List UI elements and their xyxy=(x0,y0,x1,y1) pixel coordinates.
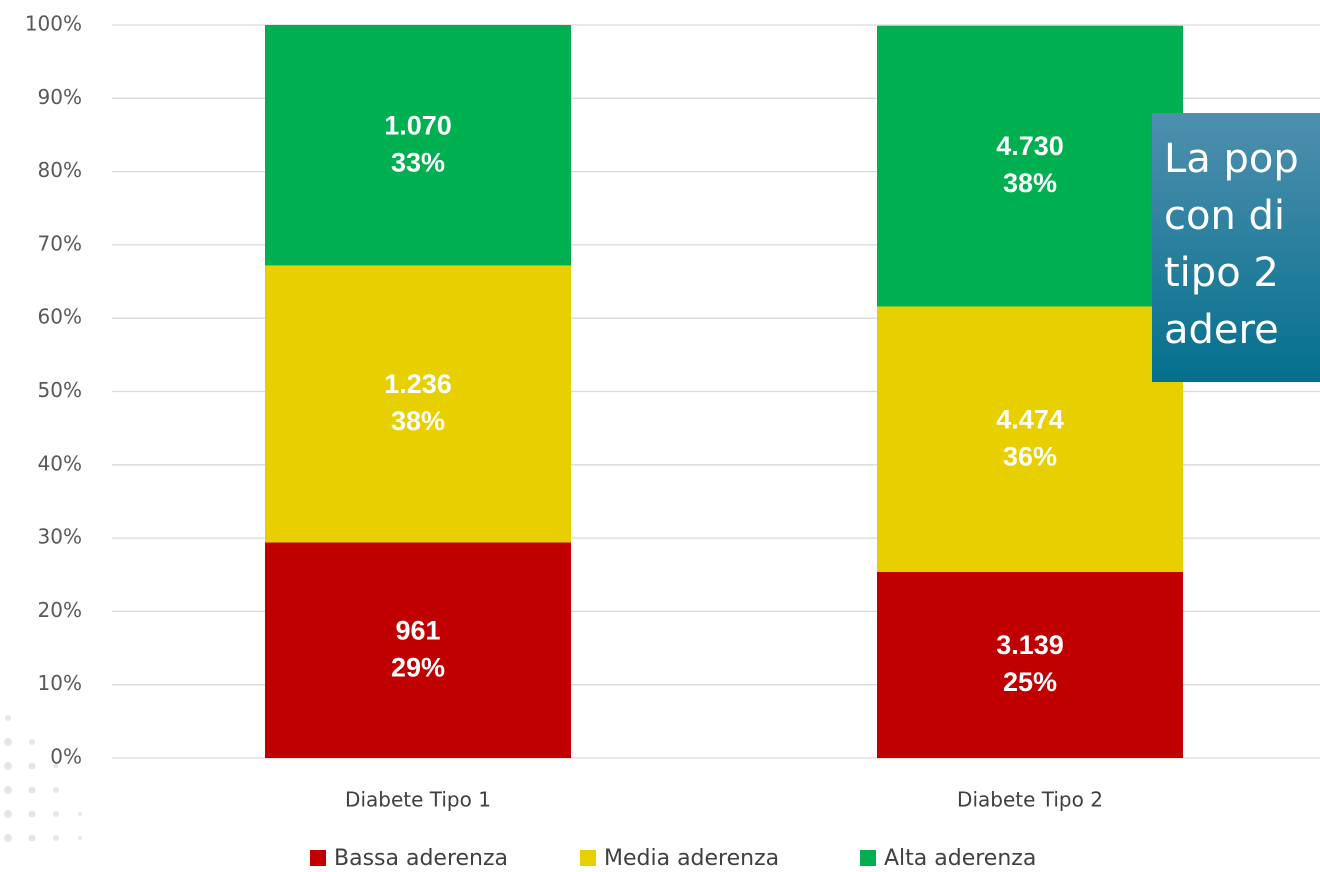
y-tick-label: 70% xyxy=(38,231,82,255)
y-tick-label: 60% xyxy=(38,305,82,329)
segment-count: 1.070 xyxy=(384,110,452,140)
segment-count: 4.730 xyxy=(996,131,1064,161)
segment-label: 38% xyxy=(1003,168,1057,198)
annotation-line: La pop xyxy=(1164,136,1299,182)
y-tick-label: 30% xyxy=(38,525,82,549)
segment-count: 961 xyxy=(395,615,440,645)
y-tick-label: 20% xyxy=(38,598,82,622)
x-tick-label: Diabete Tipo 1 xyxy=(345,788,491,812)
decor-dots xyxy=(4,715,82,842)
bar-segment xyxy=(877,306,1183,572)
annotation-box xyxy=(1152,113,1320,382)
legend-swatch xyxy=(860,850,876,866)
legend-label: Alta aderenza xyxy=(884,846,1036,871)
x-tick-label: Diabete Tipo 2 xyxy=(957,788,1103,812)
y-tick-label: 90% xyxy=(38,85,82,109)
segment-label: 33% xyxy=(391,147,445,177)
segment-count: 4.474 xyxy=(996,404,1064,434)
y-tick-label: 80% xyxy=(38,158,82,182)
segment-label: 38% xyxy=(391,406,445,436)
legend-label: Bassa aderenza xyxy=(334,846,508,871)
bar-segment xyxy=(877,571,1183,758)
annotation-line: con di xyxy=(1164,193,1285,239)
annotation-line: adere xyxy=(1164,307,1279,353)
segment-label: 36% xyxy=(1003,441,1057,471)
labels: Diabete Tipo 1 961 29% 1.236 38% 1.070 33% Diab… xyxy=(345,110,1103,811)
bar-segment xyxy=(265,25,571,266)
y-tick-label: 10% xyxy=(38,671,82,695)
y-tick-label: 0% xyxy=(50,745,82,769)
annotation: La pop con di tipo 2 adere xyxy=(1152,113,1320,382)
legend: Bassa aderenza Media aderenza Alta aderenz… xyxy=(310,846,1036,871)
annotation-line: tipo 2 xyxy=(1164,250,1279,296)
bar-segment xyxy=(877,25,1183,307)
segment-count: 3.139 xyxy=(996,630,1064,660)
bar-segment xyxy=(265,542,571,758)
y-tick-label: 50% xyxy=(38,378,82,402)
legend-swatch xyxy=(580,850,596,866)
segment-label: 25% xyxy=(1003,667,1057,697)
y-tick-label: 40% xyxy=(38,451,82,475)
legend-swatch xyxy=(310,850,326,866)
segment-count: 1.236 xyxy=(384,369,452,399)
segment-label: 29% xyxy=(391,652,445,682)
bar-segment xyxy=(265,265,571,543)
y-tick-label: 100% xyxy=(25,12,82,36)
bars xyxy=(265,25,1183,758)
legend-label: Media aderenza xyxy=(604,846,779,871)
